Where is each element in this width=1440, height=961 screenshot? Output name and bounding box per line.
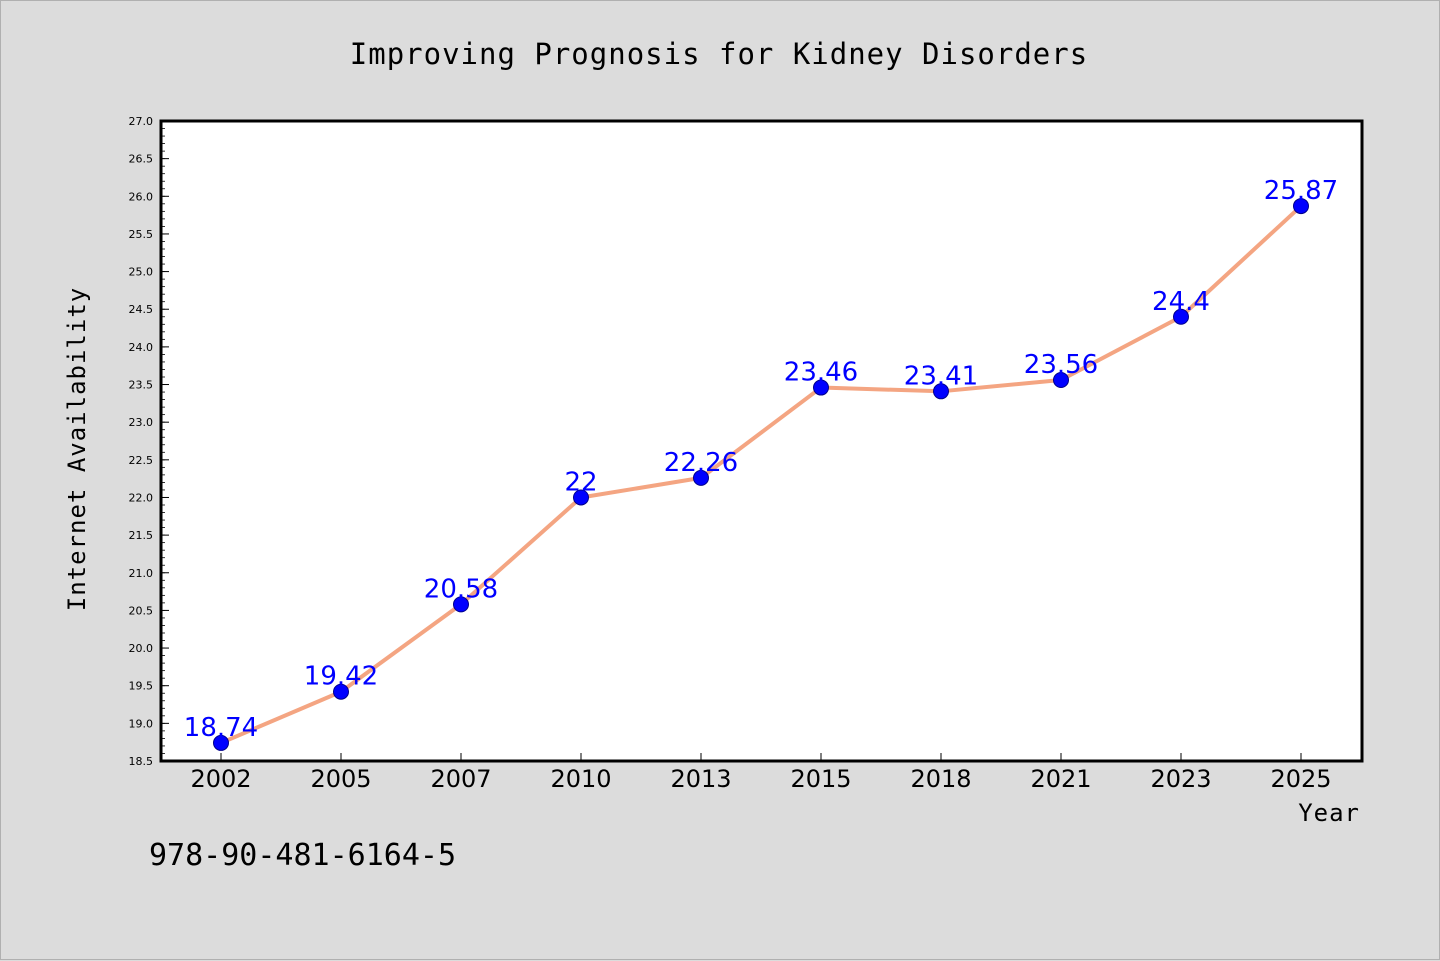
y-tick-label: 23.0 [129,416,154,429]
data-point [1293,198,1309,215]
series-line [220,204,1303,745]
data-point [333,683,349,700]
y-tick-label: 21.5 [129,529,154,542]
y-tick-label: 19.0 [129,717,154,730]
data-series [213,198,1309,751]
y-tick-label: 18.5 [129,755,154,768]
data-label: 22 [564,467,597,497]
data-label: 25.87 [1264,176,1338,206]
y-tick-label: 26.5 [129,153,154,166]
x-tick-label: 2023 [1150,765,1211,793]
x-tick-label: 2018 [910,765,971,793]
chart-title: Improving Prognosis for Kidney Disorders [350,37,1088,71]
data-label: 19.42 [304,662,378,692]
y-tick-label: 23.5 [129,379,154,392]
y-tick-label: 22.0 [129,491,154,504]
y-tick-label: 25.5 [129,228,154,241]
data-label: 20.58 [424,574,498,604]
data-point [933,383,949,400]
y-tick-label: 22.5 [129,454,154,467]
y-tick-label: 25.0 [129,266,154,279]
data-point [693,469,709,486]
x-tick-label: 2015 [790,765,851,793]
x-tick-label: 2025 [1270,765,1331,793]
y-axis: 18.5 19.0 19.5 20.0 20.5 21.0 21.5 22.0 22.5 23.0… [129,115,169,768]
x-tick-label: 2002 [190,765,251,793]
data-point [213,734,229,751]
y-tick-label: 27.0 [129,115,154,128]
plot-area [161,121,1362,761]
x-axis: 2002 2005 2007 2010 2013 2015 2018 2021 2023 2025 [190,753,1332,793]
x-tick-label: 2021 [1030,765,1091,793]
y-axis-title: Internet Availability [63,287,91,611]
y-tick-label: 20.5 [129,604,154,617]
data-label: 18.74 [184,713,258,743]
data-point [453,596,469,613]
data-labels: 18.74 19.42 20.58 22 22.26 23.46 23.41 23.56 24.… [184,176,1338,743]
y-tick-label: 20.0 [129,642,154,655]
y-tick-label: 24.0 [129,341,154,354]
data-point [1173,308,1189,325]
data-label: 23.46 [784,358,858,388]
data-point [1053,372,1069,389]
data-label: 23.41 [904,361,978,391]
x-tick-label: 2007 [430,765,491,793]
footer-code: 978-90-481-6164-5 [149,838,456,873]
plot-border [159,119,1364,763]
y-tick-label: 24.5 [129,303,154,316]
x-tick-label: 2010 [550,765,611,793]
x-axis-title: Year [1298,799,1360,827]
data-label: 23.56 [1024,350,1098,380]
x-tick-label: 2013 [670,765,731,793]
y-tick-label: 26.0 [129,190,154,203]
x-tick-label: 2005 [310,765,371,793]
data-point [813,379,829,396]
y-tick-label: 19.5 [129,680,154,693]
data-label: 24.4 [1152,287,1210,317]
data-point [573,489,589,506]
data-label: 22.26 [664,448,738,478]
y-tick-label: 21.0 [129,567,154,580]
